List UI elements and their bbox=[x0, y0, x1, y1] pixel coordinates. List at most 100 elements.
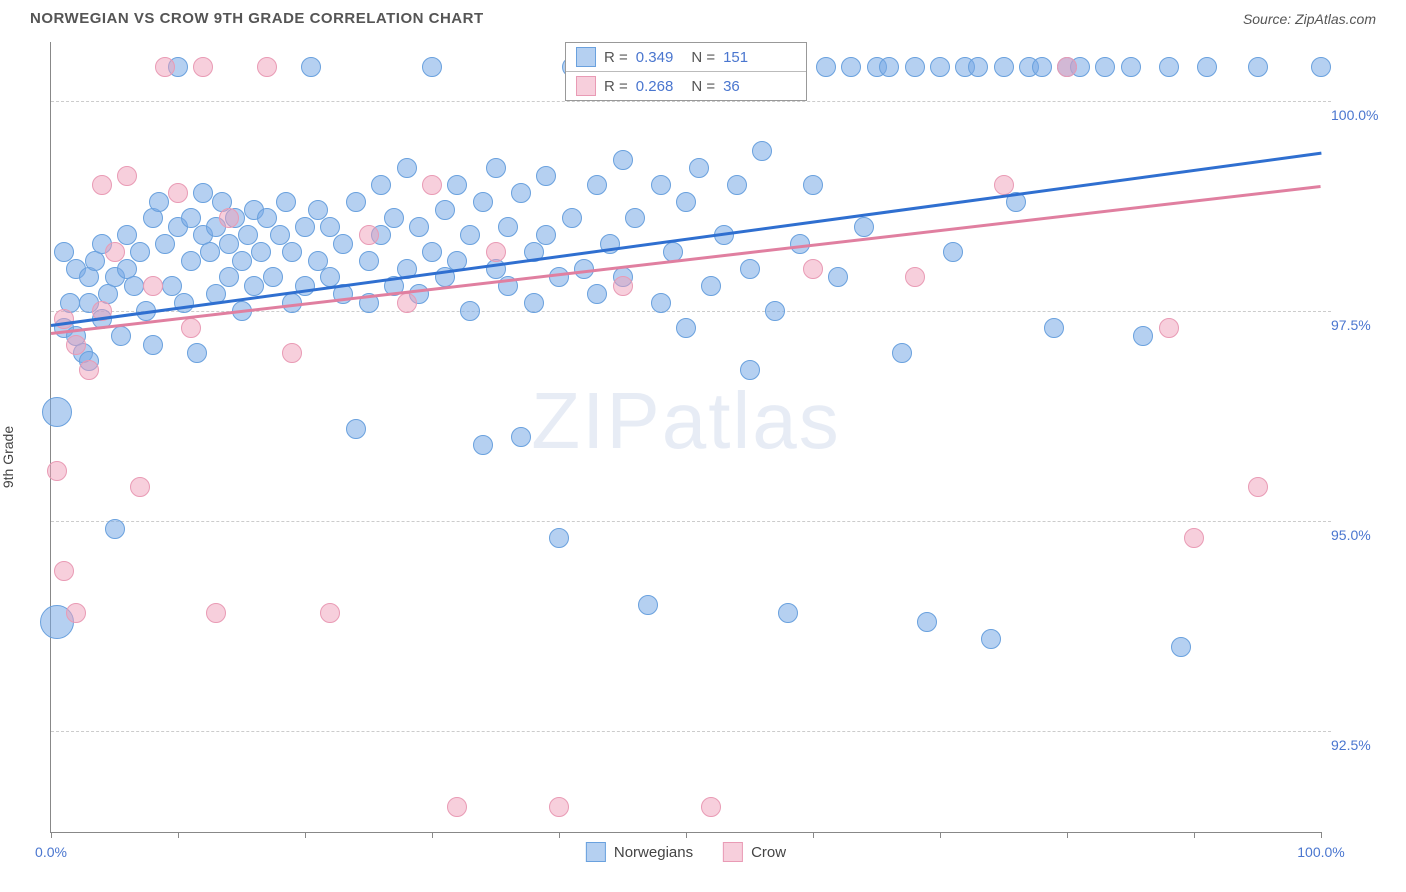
legend-label: Norwegians bbox=[614, 844, 693, 861]
point-norwegians bbox=[409, 217, 429, 237]
chart-header: NORWEGIAN VS CROW 9TH GRADE CORRELATION … bbox=[0, 0, 1406, 32]
point-norwegians bbox=[282, 242, 302, 262]
point-norwegians bbox=[803, 175, 823, 195]
point-crow bbox=[549, 797, 569, 817]
point-norwegians bbox=[765, 301, 785, 321]
xtick bbox=[1321, 832, 1322, 838]
point-norwegians bbox=[460, 301, 480, 321]
point-norwegians bbox=[651, 175, 671, 195]
point-norwegians bbox=[930, 57, 950, 77]
xtick bbox=[432, 832, 433, 838]
point-norwegians bbox=[193, 183, 213, 203]
point-norwegians bbox=[422, 57, 442, 77]
point-norwegians bbox=[943, 242, 963, 262]
point-norwegians bbox=[486, 158, 506, 178]
point-norwegians bbox=[301, 57, 321, 77]
point-crow bbox=[79, 360, 99, 380]
point-crow bbox=[1159, 318, 1179, 338]
point-norwegians bbox=[174, 293, 194, 313]
xtick-label: 100.0% bbox=[1297, 844, 1344, 860]
point-crow bbox=[130, 477, 150, 497]
point-norwegians bbox=[181, 251, 201, 271]
point-norwegians bbox=[625, 208, 645, 228]
point-norwegians bbox=[1032, 57, 1052, 77]
watermark-atlas: atlas bbox=[662, 376, 841, 465]
point-crow bbox=[397, 293, 417, 313]
point-norwegians bbox=[232, 251, 252, 271]
point-norwegians bbox=[346, 192, 366, 212]
point-crow bbox=[1184, 528, 1204, 548]
chart-wrap: 9th Grade ZIPatlas 100.0%97.5%95.0%92.5%… bbox=[0, 32, 1406, 882]
legend-stats-row-norwegians: R =0.349N =151 bbox=[566, 43, 806, 71]
point-norwegians bbox=[155, 234, 175, 254]
point-norwegians bbox=[384, 208, 404, 228]
ytick-label: 92.5% bbox=[1331, 737, 1391, 753]
point-crow bbox=[1248, 477, 1268, 497]
xtick-label: 0.0% bbox=[35, 844, 67, 860]
point-norwegians bbox=[1248, 57, 1268, 77]
point-norwegians bbox=[740, 360, 760, 380]
point-norwegians bbox=[105, 519, 125, 539]
point-crow bbox=[803, 259, 823, 279]
point-crow bbox=[206, 603, 226, 623]
chart-title: NORWEGIAN VS CROW 9TH GRADE CORRELATION … bbox=[30, 10, 484, 27]
xtick bbox=[305, 832, 306, 838]
point-crow bbox=[66, 335, 86, 355]
bottom-legend: Norwegians Crow bbox=[586, 842, 786, 862]
point-norwegians bbox=[1044, 318, 1064, 338]
point-norwegians bbox=[892, 343, 912, 363]
point-norwegians bbox=[689, 158, 709, 178]
ytick-label: 95.0% bbox=[1331, 527, 1391, 543]
point-norwegians bbox=[841, 57, 861, 77]
point-norwegians bbox=[524, 293, 544, 313]
point-norwegians bbox=[371, 175, 391, 195]
point-norwegians bbox=[740, 259, 760, 279]
point-norwegians bbox=[816, 57, 836, 77]
point-norwegians bbox=[435, 200, 455, 220]
point-crow bbox=[282, 343, 302, 363]
stat-n-value: 36 bbox=[723, 78, 740, 95]
point-norwegians bbox=[613, 150, 633, 170]
ytick-label: 100.0% bbox=[1331, 107, 1391, 123]
point-norwegians bbox=[638, 595, 658, 615]
point-norwegians bbox=[346, 419, 366, 439]
point-norwegians bbox=[1159, 57, 1179, 77]
point-crow bbox=[613, 276, 633, 296]
point-norwegians bbox=[359, 251, 379, 271]
stat-n-value: 151 bbox=[723, 49, 748, 66]
legend-item-norwegians: Norwegians bbox=[586, 842, 693, 862]
legend-item-crow: Crow bbox=[723, 842, 786, 862]
point-norwegians bbox=[473, 435, 493, 455]
point-norwegians bbox=[676, 318, 696, 338]
point-norwegians bbox=[651, 293, 671, 313]
xtick bbox=[1067, 832, 1068, 838]
point-norwegians bbox=[422, 242, 442, 262]
point-norwegians bbox=[187, 343, 207, 363]
ytick-label: 97.5% bbox=[1331, 317, 1391, 333]
point-crow bbox=[193, 57, 213, 77]
point-crow bbox=[905, 267, 925, 287]
xtick bbox=[178, 832, 179, 838]
point-norwegians bbox=[397, 158, 417, 178]
point-norwegians bbox=[879, 57, 899, 77]
swatch-crow-icon bbox=[723, 842, 743, 862]
point-norwegians bbox=[111, 326, 131, 346]
point-norwegians bbox=[130, 242, 150, 262]
point-norwegians bbox=[447, 175, 467, 195]
xtick bbox=[686, 832, 687, 838]
point-norwegians bbox=[994, 57, 1014, 77]
xtick bbox=[940, 832, 941, 838]
point-crow bbox=[320, 603, 340, 623]
point-norwegians bbox=[295, 217, 315, 237]
stat-r-label: R = bbox=[604, 49, 628, 66]
point-crow bbox=[54, 309, 74, 329]
point-norwegians bbox=[1171, 637, 1191, 657]
point-crow bbox=[422, 175, 442, 195]
watermark-zip: ZIP bbox=[531, 376, 661, 465]
point-crow bbox=[117, 166, 137, 186]
point-crow bbox=[92, 175, 112, 195]
point-norwegians bbox=[219, 267, 239, 287]
stat-n-label: N = bbox=[691, 78, 715, 95]
point-crow bbox=[155, 57, 175, 77]
point-crow bbox=[486, 242, 506, 262]
